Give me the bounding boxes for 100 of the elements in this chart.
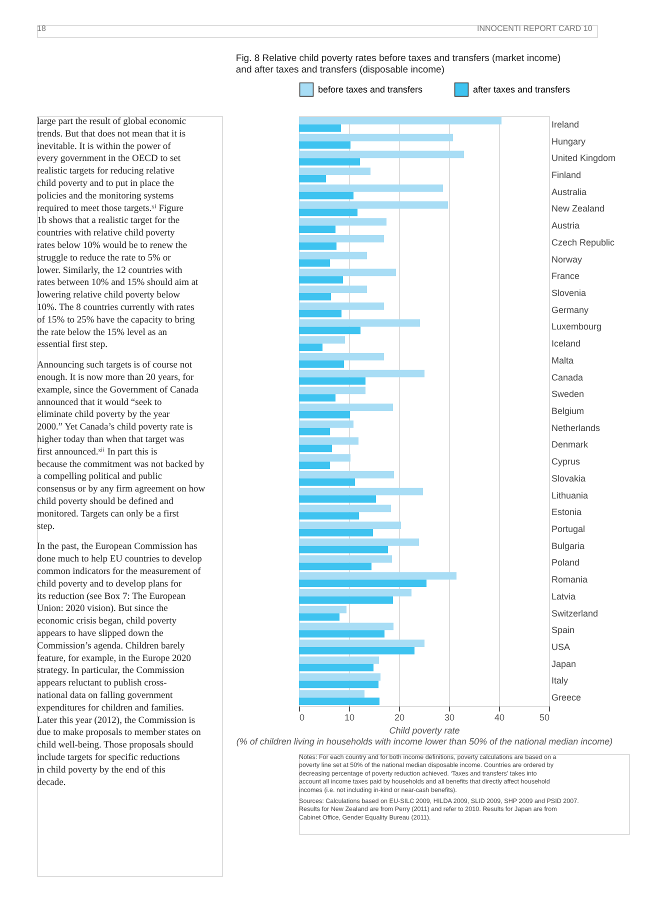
y-tick-label: Luxembourg	[552, 322, 602, 332]
text: INNOCENTI REPORT CARD 10	[477, 24, 593, 33]
bar	[299, 302, 384, 310]
y-tick-label: Iceland	[552, 338, 581, 349]
y-tick-label: Greece	[552, 692, 582, 703]
bar	[299, 589, 412, 596]
bar	[299, 630, 384, 638]
bar	[299, 606, 346, 614]
bar	[299, 546, 388, 554]
bar	[299, 268, 396, 276]
bar	[299, 134, 453, 142]
bar	[299, 580, 426, 587]
bar	[299, 680, 378, 688]
bar	[299, 647, 414, 654]
bar	[299, 572, 456, 580]
y-tick-label: Belgium	[552, 406, 584, 416]
bar	[299, 555, 392, 563]
x-tick-label: 30	[444, 712, 455, 722]
y-tick-label: Romania	[552, 574, 588, 585]
y-tick-label: United Kingdom	[552, 153, 616, 164]
x-tick-label: 50	[539, 712, 550, 722]
y-tick-label: Italy	[552, 676, 569, 686]
y-tick-label: New Zealand	[552, 204, 605, 214]
bar	[299, 310, 342, 318]
bar	[299, 259, 330, 267]
legend-label: before taxes and transfers	[318, 84, 424, 95]
bar	[299, 404, 393, 411]
bar	[299, 420, 354, 428]
y-tick-label: Spain	[552, 625, 575, 636]
bar	[299, 562, 372, 570]
bar	[299, 293, 331, 300]
bar	[299, 242, 336, 250]
x-tick-label: 20	[394, 712, 405, 722]
bar	[299, 698, 380, 705]
bar	[299, 673, 380, 681]
bar	[299, 622, 394, 630]
bar	[299, 478, 355, 486]
bar	[299, 596, 393, 604]
y-tick-label: Estonia	[552, 507, 582, 518]
x-tick-label: 40	[494, 712, 505, 722]
bar	[299, 504, 391, 512]
bar	[299, 377, 366, 385]
bar	[299, 208, 358, 216]
bar	[299, 252, 367, 260]
y-tick-label: Hungary	[552, 136, 586, 146]
bar	[299, 344, 322, 351]
bar	[299, 495, 376, 503]
bar	[299, 286, 367, 293]
y-tick-label: Canada	[552, 372, 584, 382]
y-tick-label: Latvia	[552, 591, 576, 602]
text: Announcing such targets is of course not enough. It is now more than 20 years, for example, since the Government of Canada announced that it would “seek to eliminate child poverty by the year 2000.” Yet Canada’s child poverty rate is higher today than when that target was first announced.ˣⁱⁱ In part this is because the commitment was not backed by a compelling political and public consensus or by any firm agreement on how child poverty should be defined and monitored. Targets can only be a first step.	[37, 360, 206, 532]
bar	[299, 319, 420, 327]
bar	[299, 613, 340, 621]
bar	[299, 529, 373, 536]
bar	[299, 386, 366, 394]
bar	[299, 226, 336, 233]
bar	[299, 437, 358, 445]
y-tick-label: Bulgaria	[552, 540, 585, 551]
bar	[299, 360, 344, 368]
bar	[299, 444, 332, 452]
bar	[299, 150, 464, 158]
bar	[299, 640, 424, 647]
bar	[299, 522, 401, 529]
bar	[299, 192, 354, 200]
bar	[299, 326, 360, 334]
bar	[299, 428, 330, 436]
bar	[299, 471, 394, 478]
y-tick-label: Australia	[552, 186, 587, 197]
y-tick-label: USA	[552, 642, 570, 652]
x-tick-label: 0	[300, 712, 305, 722]
legend-label: after taxes and transfers	[473, 84, 571, 95]
bar	[299, 370, 424, 378]
bar	[299, 168, 370, 175]
y-tick-label: Switzerland	[552, 608, 598, 618]
text: large part the result of global economic trends. But that does not mean that it is inevitable. It is within the power of every government in the OECD to set realistic targets for reducing relative child poverty and to put in place the policies and the monitoring systems required to meet those targets.ˣⁱ Figure 1b shows that a realistic target for the countries with relative child poverty rates below 10% would be to renew the struggle to reduce the rate to 5% or lower. Similarly, the 12 countries with rates between 10% and 15% should aim at lowering relative child poverty below 10%. The 8 countries currently with rates of 15% to 25% have the capacity to bring the rate below the 15% level as an essential first step.	[37, 117, 198, 350]
bar	[299, 201, 448, 209]
bar	[299, 656, 379, 664]
y-tick-label: Denmark	[552, 440, 589, 450]
y-tick-label: Ireland	[552, 119, 580, 130]
bar	[299, 235, 384, 242]
y-tick-label: Cyprus	[552, 456, 581, 467]
bar	[299, 158, 360, 166]
y-tick-label: Slovakia	[552, 473, 586, 484]
bar	[299, 411, 350, 418]
chart-title: Fig. 8 Relative child poverty rates before taxes and transfers (market income) and after taxes and transfers (disposable income)	[236, 53, 561, 76]
bar	[299, 218, 386, 226]
bar	[299, 353, 384, 360]
bar	[299, 690, 364, 698]
x-tick-label: 10	[344, 712, 355, 722]
x-axis-title: Child poverty rate (% of children living in households with income lower than 50% of the national median income)	[236, 726, 613, 746]
y-tick-label: Finland	[552, 170, 582, 180]
bar	[299, 336, 345, 344]
y-tick-label: Poland	[552, 558, 580, 568]
bar	[299, 538, 419, 546]
y-tick-label: Portugal	[552, 524, 586, 534]
y-tick-label: Norway	[552, 254, 583, 264]
bar	[299, 276, 343, 284]
text: In the past, the European Commission has done much to help EU countries to develop common indicators for the measurement of child poverty and to develop plans for its reduction (see Box 7: The European Union: 2020 vision). But since the economic crisis began, child poverty appears to have slipped down the Commission’s agenda. Children barely feature, for example, in the Europe 2020 strategy. In particular, the Commission appears reluctant to publish cross-national data on falling government expenditures for children and families. Later this year (2012), the Commission is due to make proposals to member states on child well-being. Those proposals should include targets for specific reductions in child poverty by the end of this decade.	[37, 542, 202, 788]
bar	[299, 124, 341, 132]
bar	[299, 117, 502, 124]
